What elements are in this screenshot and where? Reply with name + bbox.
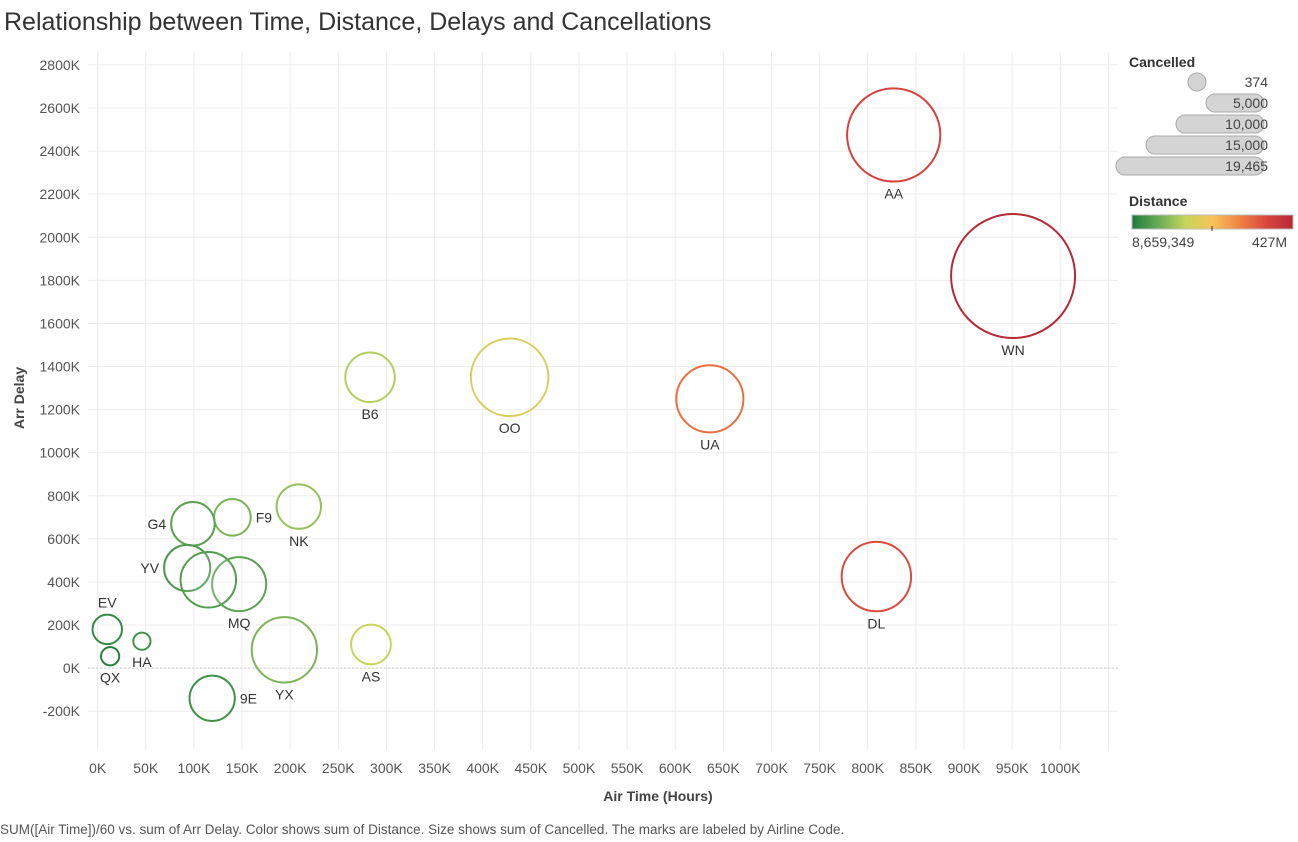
x-tick-label: 300K bbox=[370, 760, 403, 776]
data-label: AS bbox=[362, 668, 381, 684]
x-tick-label: 700K bbox=[755, 760, 788, 776]
data-label: OO bbox=[499, 420, 521, 436]
bubble-ha bbox=[132, 631, 152, 651]
data-label: MQ bbox=[228, 615, 251, 631]
x-axis-title: Air Time (Hours) bbox=[603, 788, 712, 804]
color-legend-title: Distance bbox=[1129, 193, 1188, 209]
data-label: DL bbox=[867, 615, 885, 631]
bubble-oo bbox=[469, 337, 550, 418]
data-label: 9E bbox=[240, 690, 257, 706]
y-tick-label: 200K bbox=[47, 617, 80, 633]
x-tick-label: 350K bbox=[418, 760, 451, 776]
size-legend-mark bbox=[1115, 156, 1265, 176]
chart-caption: SUM([Air Time])/60 vs. sum of Arr Delay.… bbox=[0, 822, 845, 837]
data-label: HA bbox=[132, 654, 152, 670]
data-label: EV bbox=[98, 595, 117, 611]
size-legend-title: Cancelled bbox=[1129, 54, 1196, 70]
data-label: F9 bbox=[256, 509, 273, 525]
x-tick-label: 50K bbox=[133, 760, 159, 776]
x-tick-label: 750K bbox=[803, 760, 836, 776]
size-legend-mark bbox=[1205, 93, 1265, 113]
color-legend-min-label: 8,659,349 bbox=[1132, 234, 1195, 250]
bubble-yv bbox=[163, 543, 212, 593]
y-tick-label: 2400K bbox=[40, 143, 81, 159]
data-label: NK bbox=[289, 533, 309, 549]
bubble-as bbox=[350, 623, 392, 666]
x-tick-label: 600K bbox=[659, 760, 692, 776]
y-tick-label: -200K bbox=[43, 703, 81, 719]
y-tick-label: 1600K bbox=[40, 315, 81, 331]
size-legend-label: 19,465 bbox=[1225, 158, 1268, 174]
color-legend-max-label: 427M bbox=[1252, 234, 1288, 250]
x-tick-label: 900K bbox=[948, 760, 981, 776]
y-tick-label: 1200K bbox=[40, 402, 81, 418]
y-tick-label: 800K bbox=[47, 488, 80, 504]
x-tick-label: 200K bbox=[274, 760, 307, 776]
x-tick-label: 150K bbox=[226, 760, 259, 776]
chart-title: Relationship between Time, Distance, Del… bbox=[4, 8, 712, 36]
bubble-mq bbox=[211, 556, 268, 613]
x-tick-label: 100K bbox=[178, 760, 211, 776]
bubble-nk bbox=[275, 483, 323, 530]
data-label: AA bbox=[884, 186, 903, 202]
bubble-ev bbox=[91, 613, 123, 646]
x-tick-label: 0K bbox=[89, 760, 107, 776]
size-legend-mark bbox=[1175, 114, 1265, 134]
y-tick-label: 0K bbox=[63, 660, 81, 676]
size-legend-mark bbox=[1187, 72, 1207, 92]
bubble-qx bbox=[100, 646, 121, 667]
x-tick-label: 850K bbox=[899, 760, 932, 776]
bubble-g4 bbox=[170, 501, 216, 547]
x-tick-label: 1000K bbox=[1040, 760, 1081, 776]
x-tick-label: 550K bbox=[611, 760, 644, 776]
y-tick-label: 2600K bbox=[40, 100, 81, 116]
data-label: WN bbox=[1001, 342, 1024, 358]
bubble-dl bbox=[840, 540, 913, 613]
data-label: G4 bbox=[147, 516, 166, 532]
bubble-yx bbox=[250, 616, 319, 684]
data-label: YX bbox=[275, 686, 294, 702]
plot-area bbox=[88, 52, 1118, 750]
y-tick-label: 2800K bbox=[40, 57, 81, 73]
y-tick-label: 1000K bbox=[40, 445, 81, 461]
y-tick-label: 400K bbox=[47, 574, 80, 590]
bubble-unlabeled bbox=[179, 551, 238, 609]
x-tick-label: 800K bbox=[851, 760, 884, 776]
x-tick-label: 650K bbox=[707, 760, 740, 776]
bubble-f9 bbox=[213, 498, 252, 537]
y-tick-label: 1400K bbox=[40, 359, 81, 375]
size-legend-label: 10,000 bbox=[1225, 116, 1268, 132]
bubble-b6 bbox=[344, 351, 396, 404]
x-tick-label: 250K bbox=[322, 760, 355, 776]
x-tick-label: 500K bbox=[563, 760, 596, 776]
y-tick-label: 2000K bbox=[40, 229, 81, 245]
x-tick-label: 450K bbox=[514, 760, 547, 776]
x-tick-label: 950K bbox=[996, 760, 1029, 776]
data-label: B6 bbox=[361, 406, 378, 422]
size-legend-label: 374 bbox=[1245, 74, 1269, 90]
bubble-wn bbox=[950, 213, 1077, 340]
y-tick-label: 1800K bbox=[40, 272, 81, 288]
y-tick-label: 600K bbox=[47, 531, 80, 547]
data-label: UA bbox=[700, 436, 720, 452]
bubble-9e bbox=[188, 674, 236, 722]
data-label: QX bbox=[100, 669, 121, 685]
x-tick-label: 400K bbox=[466, 760, 499, 776]
size-legend-label: 5,000 bbox=[1233, 95, 1268, 111]
size-legend-label: 15,000 bbox=[1225, 137, 1268, 153]
bubble-aa bbox=[846, 87, 942, 183]
data-label: YV bbox=[140, 560, 159, 576]
bubble-ua bbox=[675, 364, 745, 434]
size-legend-mark bbox=[1145, 135, 1265, 155]
y-axis-title: Arr Delay bbox=[11, 367, 27, 429]
y-tick-label: 2200K bbox=[40, 186, 81, 202]
